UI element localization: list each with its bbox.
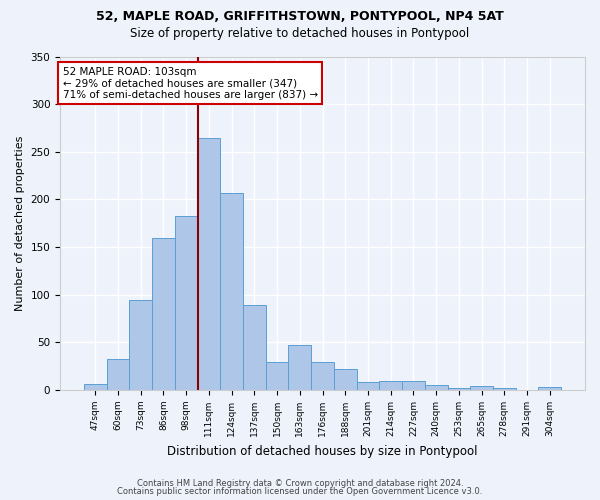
Bar <box>425 386 448 390</box>
Text: Contains public sector information licensed under the Open Government Licence v3: Contains public sector information licen… <box>118 487 482 496</box>
Bar <box>402 380 425 390</box>
Text: Size of property relative to detached houses in Pontypool: Size of property relative to detached ho… <box>130 28 470 40</box>
Bar <box>538 387 561 390</box>
Bar <box>84 384 107 390</box>
Bar <box>334 369 356 390</box>
Bar <box>448 388 470 390</box>
Bar <box>107 358 130 390</box>
X-axis label: Distribution of detached houses by size in Pontypool: Distribution of detached houses by size … <box>167 444 478 458</box>
Text: Contains HM Land Registry data © Crown copyright and database right 2024.: Contains HM Land Registry data © Crown c… <box>137 478 463 488</box>
Bar <box>356 382 379 390</box>
Bar <box>243 305 266 390</box>
Bar <box>379 380 402 390</box>
Bar <box>289 346 311 390</box>
Bar <box>493 388 515 390</box>
Bar <box>152 238 175 390</box>
Bar <box>311 362 334 390</box>
Bar <box>266 362 289 390</box>
Text: 52 MAPLE ROAD: 103sqm
← 29% of detached houses are smaller (347)
71% of semi-det: 52 MAPLE ROAD: 103sqm ← 29% of detached … <box>62 66 318 100</box>
Bar <box>175 216 197 390</box>
Text: 52, MAPLE ROAD, GRIFFITHSTOWN, PONTYPOOL, NP4 5AT: 52, MAPLE ROAD, GRIFFITHSTOWN, PONTYPOOL… <box>96 10 504 23</box>
Y-axis label: Number of detached properties: Number of detached properties <box>15 136 25 311</box>
Bar <box>470 386 493 390</box>
Bar <box>130 300 152 390</box>
Bar <box>197 138 220 390</box>
Bar <box>220 193 243 390</box>
